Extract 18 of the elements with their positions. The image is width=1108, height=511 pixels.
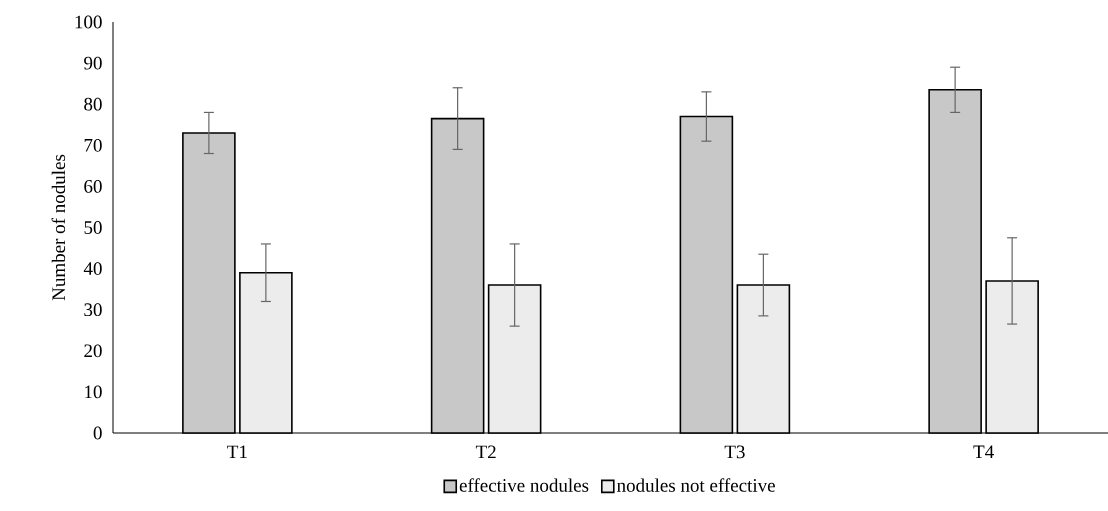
y-axis-title: Number of nodules bbox=[51, 154, 66, 301]
y-tick-label: 40 bbox=[83, 262, 102, 276]
x-tick-label: T2 bbox=[475, 445, 496, 459]
y-tick-label: 30 bbox=[84, 303, 102, 317]
y-tick-label: 10 bbox=[85, 385, 102, 399]
y-tick-label: 50 bbox=[84, 221, 102, 234]
legend-label: nodules not effective bbox=[617, 478, 775, 492]
y-tick-label: 70 bbox=[84, 138, 102, 152]
y-tick-label: 90 bbox=[84, 56, 102, 70]
legend-label: effective nodules bbox=[459, 478, 589, 492]
y-tick-label: 80 bbox=[84, 97, 102, 111]
x-tick-label: T3 bbox=[724, 445, 745, 459]
y-tick-label: 100 bbox=[75, 15, 102, 29]
y-tick-label: 60 bbox=[84, 179, 102, 193]
y-tick-label: 20 bbox=[84, 344, 102, 358]
x-tick-label: T1 bbox=[227, 445, 247, 459]
y-tick-label: 0 bbox=[93, 426, 102, 440]
x-tick-label: T4 bbox=[973, 445, 994, 459]
